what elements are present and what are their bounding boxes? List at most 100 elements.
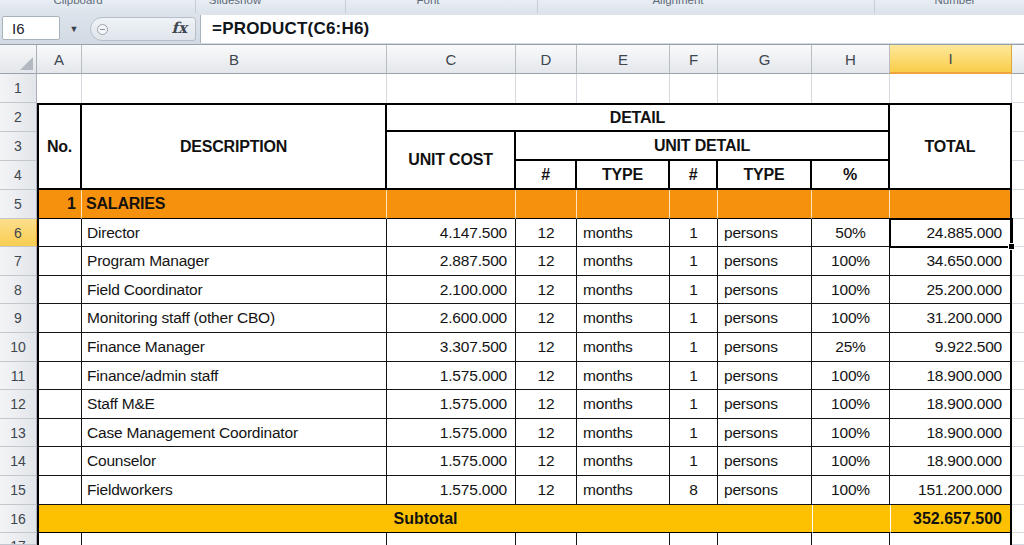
cell-section-empty[interactable] — [718, 190, 812, 219]
cell-partial-row[interactable] — [37, 533, 82, 545]
row-header-8[interactable]: 8 — [0, 276, 37, 304]
header-type-1[interactable]: TYPE — [577, 161, 670, 190]
cell-pct[interactable]: 50% — [812, 219, 890, 247]
cell-section-empty[interactable] — [890, 190, 1012, 219]
cell-unit-cost[interactable]: 2.100.000 — [387, 276, 516, 304]
row-header-13[interactable]: 13 — [0, 419, 37, 447]
header-hash-2[interactable]: # — [670, 161, 718, 190]
cell-a-empty[interactable] — [37, 447, 82, 476]
row-header-16[interactable]: 16 — [0, 505, 37, 533]
cell-partial-row[interactable] — [670, 533, 718, 545]
column-header-F[interactable]: F — [670, 45, 718, 74]
column-header-E[interactable]: E — [577, 45, 670, 74]
column-header-A[interactable]: A — [37, 45, 82, 74]
cell-unit-cost[interactable]: 2.887.500 — [387, 247, 516, 276]
name-box-dropdown[interactable]: ▼ — [62, 16, 86, 42]
cell-n1[interactable]: 12 — [516, 333, 577, 362]
cell-pct[interactable]: 100% — [812, 476, 890, 505]
cell-section-title[interactable]: SALARIES — [82, 190, 387, 219]
cell-n2[interactable]: 1 — [670, 362, 718, 390]
cell-description[interactable]: Monitoring staff (other CBO) — [82, 304, 387, 333]
cell-empty[interactable] — [670, 74, 718, 103]
row-header-4[interactable]: 4 — [0, 161, 37, 190]
column-header-I[interactable]: I — [890, 45, 1012, 74]
cell-n2[interactable]: 1 — [670, 247, 718, 276]
cell-empty[interactable] — [718, 74, 812, 103]
cell-n1[interactable]: 12 — [516, 276, 577, 304]
cell-partial-row[interactable] — [812, 533, 890, 545]
row-header-10[interactable]: 10 — [0, 333, 37, 362]
cell-empty[interactable] — [387, 74, 516, 103]
row-header-11[interactable]: 11 — [0, 362, 37, 390]
cell-t1[interactable]: months — [577, 304, 670, 333]
cell-n2[interactable]: 1 — [670, 276, 718, 304]
header-detail[interactable]: DETAIL — [387, 103, 890, 132]
cell-pct[interactable]: 100% — [812, 304, 890, 333]
header-type-2[interactable]: TYPE — [718, 161, 812, 190]
header-unit-cost[interactable]: UNIT COST — [387, 132, 516, 190]
cell-a-empty[interactable] — [37, 476, 82, 505]
cell-t2[interactable]: persons — [718, 390, 812, 419]
cell-total[interactable]: 24.885.000 — [890, 219, 1012, 247]
cell-t1[interactable]: months — [577, 333, 670, 362]
cell-pct[interactable]: 100% — [812, 276, 890, 304]
cell-partial-row[interactable] — [82, 533, 387, 545]
cell-a-empty[interactable] — [37, 390, 82, 419]
cell-empty[interactable] — [516, 74, 577, 103]
cell-partial-row[interactable] — [577, 533, 670, 545]
cell-total[interactable]: 9.922.500 — [890, 333, 1012, 362]
cell-total[interactable]: 18.900.000 — [890, 419, 1012, 447]
select-all-corner[interactable] — [0, 45, 37, 74]
header-total[interactable]: TOTAL — [890, 103, 1012, 190]
cell-n1[interactable]: 12 — [516, 362, 577, 390]
header-hash-1[interactable]: # — [516, 161, 577, 190]
cell-pct[interactable]: 100% — [812, 390, 890, 419]
cell-t2[interactable]: persons — [718, 304, 812, 333]
cell-total[interactable]: 31.200.000 — [890, 304, 1012, 333]
cell-a-empty[interactable] — [37, 304, 82, 333]
cell-n1[interactable]: 12 — [516, 219, 577, 247]
cell-t2[interactable]: persons — [718, 276, 812, 304]
cell-n2[interactable]: 1 — [670, 304, 718, 333]
cell-section-empty[interactable] — [387, 190, 516, 219]
cell-a-empty[interactable] — [37, 362, 82, 390]
name-box[interactable]: I6 — [2, 16, 60, 40]
cell-unit-cost[interactable]: 4.147.500 — [387, 219, 516, 247]
cell-t2[interactable]: persons — [718, 447, 812, 476]
cell-section-empty[interactable] — [516, 190, 577, 219]
cell-description[interactable]: Finance Manager — [82, 333, 387, 362]
row-header-15[interactable]: 15 — [0, 476, 37, 505]
cell-t1[interactable]: months — [577, 419, 670, 447]
formula-input[interactable]: =PRODUCT(C6:H6) — [200, 15, 1024, 43]
row-header-14[interactable]: 14 — [0, 447, 37, 476]
row-header-2[interactable]: 2 — [0, 103, 37, 132]
cell-a-empty[interactable] — [37, 419, 82, 447]
cell-total[interactable]: 18.900.000 — [890, 390, 1012, 419]
row-header-17[interactable]: 17 — [0, 533, 37, 545]
header-percent[interactable]: % — [812, 161, 890, 190]
cell-n1[interactable]: 12 — [516, 247, 577, 276]
cell-total[interactable]: 18.900.000 — [890, 447, 1012, 476]
cell-partial-row[interactable] — [516, 533, 577, 545]
cell-t1[interactable]: months — [577, 390, 670, 419]
cell-a-empty[interactable] — [37, 219, 82, 247]
cell-empty[interactable] — [37, 74, 82, 103]
cell-t1[interactable]: months — [577, 447, 670, 476]
cell-n2[interactable]: 1 — [670, 390, 718, 419]
cell-description[interactable]: Staff M&E — [82, 390, 387, 419]
cell-unit-cost[interactable]: 3.307.500 — [387, 333, 516, 362]
cell-n2[interactable]: 1 — [670, 219, 718, 247]
cell-a-empty[interactable] — [37, 247, 82, 276]
cell-n1[interactable]: 12 — [516, 390, 577, 419]
cell-n1[interactable]: 12 — [516, 476, 577, 505]
column-header-D[interactable]: D — [516, 45, 577, 74]
cell-partial-row[interactable] — [890, 533, 1012, 545]
cell-total[interactable]: 151.200.000 — [890, 476, 1012, 505]
cell-pct[interactable]: 100% — [812, 362, 890, 390]
column-header-G[interactable]: G — [718, 45, 812, 74]
cell-description[interactable]: Program Manager — [82, 247, 387, 276]
cell-unit-cost[interactable]: 1.575.000 — [387, 419, 516, 447]
cell-unit-cost[interactable]: 1.575.000 — [387, 447, 516, 476]
cell-t1[interactable]: months — [577, 247, 670, 276]
column-header-B[interactable]: B — [82, 45, 387, 74]
